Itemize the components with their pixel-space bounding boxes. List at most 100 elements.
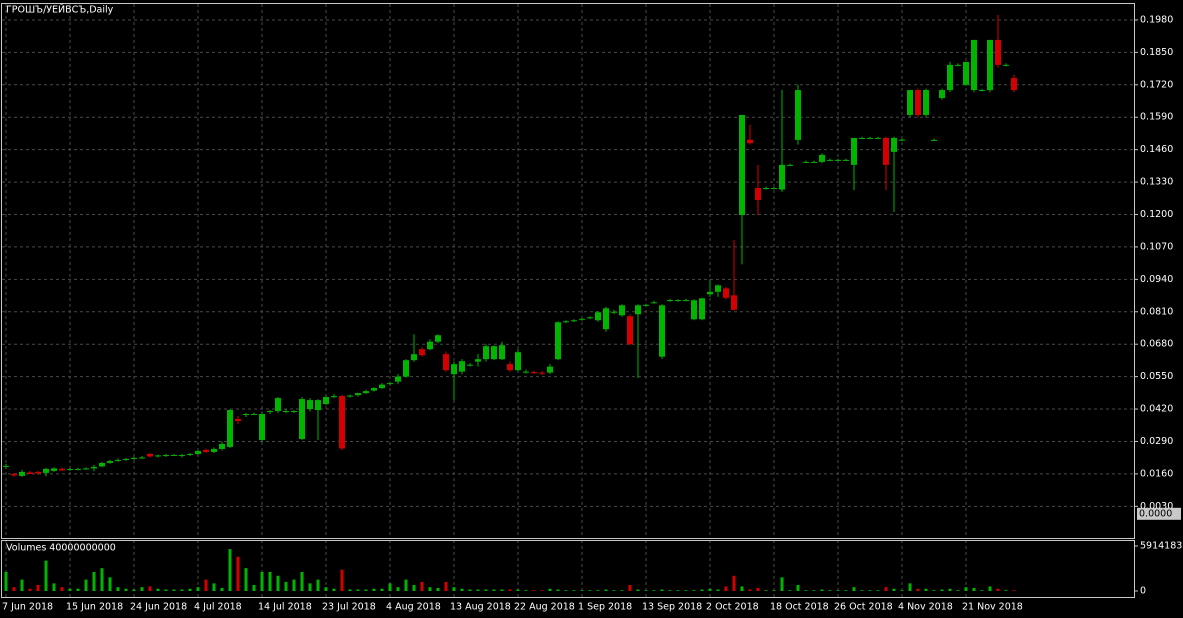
volume-bar bbox=[764, 590, 768, 591]
volume-bar bbox=[988, 586, 992, 591]
volume-bar bbox=[300, 571, 304, 591]
volume-bar bbox=[756, 587, 760, 591]
candle-body bbox=[803, 161, 809, 163]
volume-bar bbox=[556, 589, 560, 591]
volume-bar bbox=[492, 589, 496, 591]
volume-bar bbox=[796, 584, 800, 591]
x-tick-label: 7 Jun 2018 bbox=[2, 602, 53, 613]
candle-body bbox=[59, 468, 65, 471]
volume-bar bbox=[356, 589, 360, 591]
candle-body bbox=[179, 454, 185, 456]
candle-body bbox=[371, 388, 377, 391]
volume-bar bbox=[980, 590, 984, 591]
volume-bar bbox=[220, 587, 224, 591]
candle-body bbox=[691, 300, 697, 320]
volume-bar bbox=[900, 590, 904, 591]
candle-body bbox=[155, 455, 161, 457]
candle-body bbox=[843, 159, 849, 161]
volume-bar bbox=[660, 589, 664, 591]
candle-body bbox=[187, 453, 193, 455]
volume-bar bbox=[268, 571, 272, 591]
volume-bar bbox=[500, 589, 504, 591]
candle-body bbox=[635, 305, 641, 315]
volume-bar bbox=[676, 590, 680, 591]
volume-bar bbox=[644, 590, 648, 591]
price-pane-frame bbox=[1, 3, 1135, 539]
candle-body bbox=[507, 364, 513, 371]
volume-bar bbox=[460, 588, 464, 591]
volume-bar bbox=[876, 590, 880, 591]
volume-title: Volumes 40000000000 bbox=[6, 543, 116, 554]
volume-bar bbox=[780, 577, 784, 591]
volume-bar bbox=[412, 584, 416, 591]
volume-bar bbox=[284, 581, 288, 591]
candle-body bbox=[259, 414, 265, 440]
volume-bar bbox=[204, 579, 208, 591]
candle-body bbox=[595, 312, 601, 321]
volume-bar bbox=[996, 588, 1000, 591]
candle-body bbox=[667, 300, 673, 302]
volume-bar bbox=[788, 590, 792, 591]
candle-body bbox=[731, 295, 737, 310]
candle-body bbox=[467, 364, 473, 366]
volume-bar bbox=[308, 583, 312, 591]
volume-bar bbox=[196, 587, 200, 591]
candle-body bbox=[299, 399, 305, 439]
candle-body bbox=[579, 318, 585, 320]
y-tick-label: 0.1070 bbox=[1140, 241, 1173, 252]
candle-body bbox=[395, 376, 401, 382]
candle-body bbox=[867, 137, 873, 139]
candle-body bbox=[115, 459, 121, 461]
marks bbox=[3, 14, 1017, 591]
candle-body bbox=[363, 391, 369, 394]
volume-bar bbox=[140, 587, 144, 591]
volume-bar bbox=[132, 589, 136, 591]
candle-body bbox=[339, 396, 345, 449]
candle-body bbox=[99, 462, 105, 467]
candle-body bbox=[131, 457, 137, 459]
candle-body bbox=[307, 400, 313, 410]
volume-bar bbox=[916, 588, 920, 591]
candle-body bbox=[547, 366, 553, 373]
volume-bar bbox=[852, 587, 856, 591]
volume-bar bbox=[628, 584, 632, 591]
x-tick-label: 26 Oct 2018 bbox=[834, 602, 893, 613]
candle-body bbox=[947, 64, 953, 91]
volume-bar bbox=[716, 589, 720, 591]
volume-bar bbox=[804, 590, 808, 591]
candle-body bbox=[603, 308, 609, 330]
candle-body bbox=[163, 454, 169, 456]
volume-bar bbox=[100, 568, 104, 591]
volume-bar bbox=[324, 587, 328, 591]
candle-body bbox=[611, 311, 617, 313]
candle-body bbox=[987, 39, 993, 91]
volume-tick-label: 0 bbox=[1140, 585, 1146, 596]
candle-body bbox=[107, 460, 113, 463]
candle-body bbox=[331, 396, 337, 398]
volume-bar bbox=[420, 581, 424, 591]
volume-bar bbox=[812, 590, 816, 591]
candle-body bbox=[19, 471, 25, 476]
volume-bar bbox=[908, 583, 912, 591]
volume-bar bbox=[28, 588, 32, 591]
volume-bar bbox=[276, 575, 280, 591]
candle-body bbox=[411, 354, 417, 361]
candle-body bbox=[835, 159, 841, 161]
volume-bar bbox=[612, 590, 616, 591]
volume-bar bbox=[892, 588, 896, 591]
volume-bar bbox=[652, 590, 656, 591]
volume-bar bbox=[260, 571, 264, 591]
volume-bar bbox=[604, 589, 608, 591]
volume-bar bbox=[868, 590, 872, 591]
volume-bar bbox=[748, 589, 752, 591]
candle-body bbox=[651, 302, 657, 304]
candle-body bbox=[971, 39, 977, 91]
volume-bar bbox=[156, 588, 160, 591]
candle-body bbox=[531, 372, 537, 374]
volume-bar bbox=[404, 579, 408, 591]
candle-body bbox=[891, 137, 897, 152]
volume-bar bbox=[388, 583, 392, 591]
y-tick-label: 0.0030 bbox=[1140, 501, 1173, 512]
chart-title: ГРОШЪ/УЕЙВСЪ,Daily bbox=[6, 4, 114, 16]
